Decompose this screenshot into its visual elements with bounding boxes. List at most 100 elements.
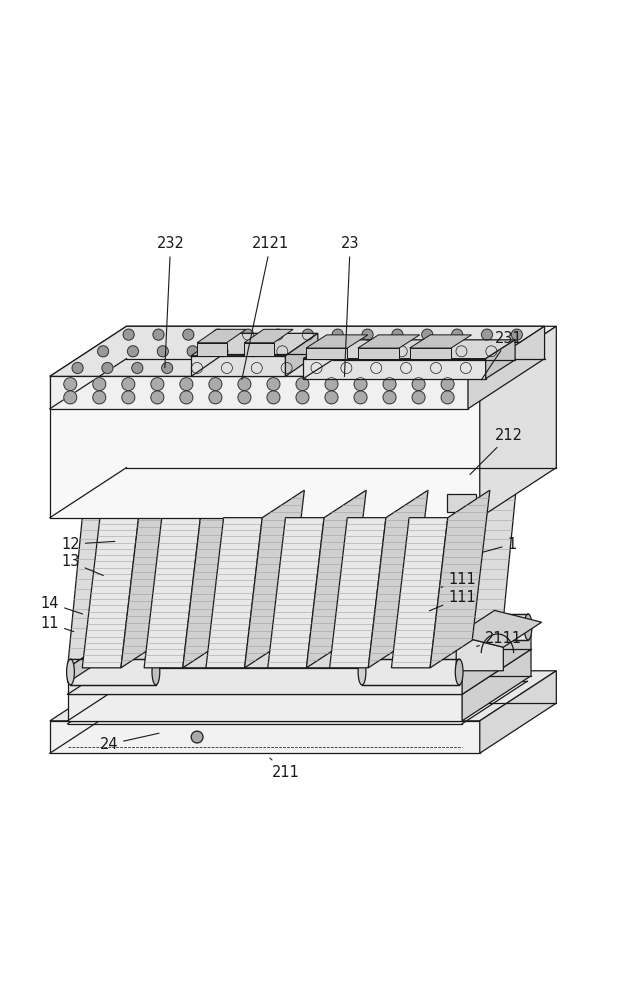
Circle shape (122, 378, 135, 391)
Circle shape (192, 362, 203, 373)
Polygon shape (486, 340, 515, 379)
Text: 211: 211 (270, 758, 299, 780)
Circle shape (441, 391, 454, 404)
Ellipse shape (524, 614, 532, 640)
Circle shape (311, 362, 322, 373)
Polygon shape (67, 640, 109, 683)
Polygon shape (82, 518, 138, 668)
Circle shape (209, 378, 222, 391)
Polygon shape (206, 518, 262, 668)
Polygon shape (362, 659, 459, 685)
Circle shape (277, 346, 288, 357)
Polygon shape (431, 614, 528, 640)
Polygon shape (303, 340, 515, 359)
Circle shape (511, 329, 522, 340)
Circle shape (296, 378, 309, 391)
Polygon shape (268, 518, 324, 668)
Circle shape (302, 329, 313, 340)
Circle shape (441, 378, 454, 391)
Circle shape (273, 329, 284, 340)
Circle shape (412, 391, 425, 404)
Polygon shape (144, 518, 200, 668)
Polygon shape (244, 343, 274, 356)
Polygon shape (50, 326, 556, 376)
Text: 111: 111 (430, 590, 476, 611)
Circle shape (252, 362, 262, 373)
Polygon shape (70, 659, 156, 685)
Circle shape (98, 346, 109, 357)
Circle shape (354, 391, 367, 404)
Polygon shape (456, 635, 503, 671)
Polygon shape (197, 329, 246, 343)
Polygon shape (431, 614, 528, 640)
Text: 2111: 2111 (476, 631, 522, 646)
Circle shape (180, 391, 193, 404)
Polygon shape (67, 668, 462, 694)
Circle shape (247, 346, 258, 357)
Text: 1: 1 (483, 537, 517, 552)
Circle shape (354, 378, 367, 391)
Circle shape (191, 731, 203, 743)
Text: 11: 11 (41, 616, 74, 632)
Circle shape (127, 346, 138, 357)
Circle shape (396, 346, 407, 357)
Polygon shape (140, 614, 225, 640)
Circle shape (267, 378, 280, 391)
Text: 23: 23 (341, 236, 360, 377)
Circle shape (307, 346, 318, 357)
Circle shape (243, 329, 253, 340)
Circle shape (383, 378, 396, 391)
Polygon shape (410, 348, 451, 359)
Text: 24: 24 (99, 733, 159, 752)
Circle shape (122, 391, 135, 404)
Ellipse shape (152, 659, 160, 685)
Circle shape (217, 346, 228, 357)
Polygon shape (50, 671, 556, 721)
Circle shape (213, 329, 224, 340)
Ellipse shape (427, 614, 435, 640)
Polygon shape (50, 376, 468, 409)
Polygon shape (67, 694, 462, 721)
Circle shape (431, 362, 441, 373)
Polygon shape (358, 335, 420, 348)
Polygon shape (244, 329, 293, 343)
Circle shape (123, 329, 134, 340)
Circle shape (400, 362, 412, 373)
Polygon shape (67, 649, 531, 694)
Polygon shape (459, 490, 516, 668)
Polygon shape (191, 356, 286, 376)
Circle shape (183, 329, 194, 340)
Polygon shape (306, 348, 347, 359)
Polygon shape (306, 335, 368, 348)
Circle shape (426, 346, 437, 357)
Polygon shape (245, 490, 304, 668)
Circle shape (456, 346, 467, 357)
Circle shape (64, 391, 77, 404)
Circle shape (238, 391, 251, 404)
Ellipse shape (358, 659, 366, 685)
Circle shape (486, 346, 497, 357)
Polygon shape (468, 326, 544, 409)
Polygon shape (183, 490, 242, 668)
Circle shape (325, 378, 338, 391)
Text: 231: 231 (481, 331, 523, 380)
Circle shape (153, 329, 164, 340)
Circle shape (93, 391, 106, 404)
Text: 12: 12 (61, 537, 115, 552)
Polygon shape (462, 623, 531, 694)
Circle shape (366, 346, 378, 357)
Circle shape (187, 346, 198, 357)
Circle shape (102, 362, 113, 373)
Circle shape (281, 362, 292, 373)
Circle shape (221, 362, 232, 373)
Circle shape (325, 391, 338, 404)
Circle shape (151, 378, 164, 391)
Circle shape (460, 362, 472, 373)
Text: 212: 212 (470, 428, 523, 474)
Text: 111: 111 (441, 572, 476, 587)
Polygon shape (140, 614, 225, 640)
Polygon shape (462, 649, 531, 721)
Circle shape (337, 346, 347, 357)
Polygon shape (70, 659, 156, 685)
Circle shape (93, 378, 106, 391)
